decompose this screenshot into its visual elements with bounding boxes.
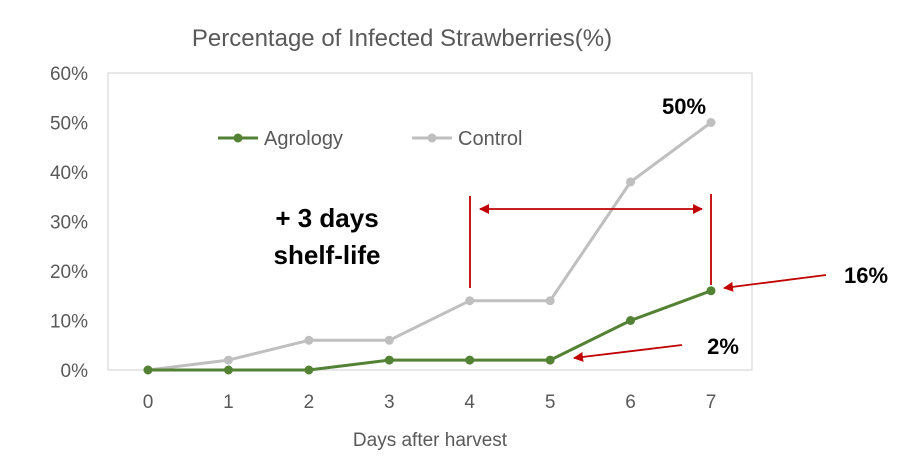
arrow-to-agrology-plateau	[573, 344, 683, 362]
legend-label-control: Control	[458, 128, 522, 150]
data-point-agrology	[384, 355, 394, 365]
data-point-agrology	[143, 365, 153, 375]
data-point-control	[545, 296, 555, 306]
series-line-control	[147, 121, 712, 372]
y-tick-label: 20%	[50, 262, 88, 283]
legend-marker-agrology	[233, 133, 243, 143]
data-point-agrology	[706, 286, 716, 296]
x-tick-label: 2	[304, 392, 315, 413]
data-point-control	[626, 177, 636, 187]
control-end-label: 50%	[662, 94, 706, 119]
y-tick-label: 40%	[50, 163, 88, 184]
chart-title: Percentage of Infected Strawberries(%)	[192, 25, 612, 52]
data-point-agrology	[465, 355, 475, 365]
data-point-control	[706, 118, 716, 127]
data-point-agrology	[223, 365, 233, 375]
shelf-life-bracket	[469, 194, 712, 288]
x-tick-label: 4	[464, 392, 475, 413]
legend-label-agrology: Agrology	[264, 128, 343, 150]
x-tick-label: 7	[706, 392, 717, 413]
x-tick-label: 3	[384, 392, 395, 413]
y-tick-label: 0%	[61, 361, 89, 382]
data-point-control	[384, 335, 394, 345]
data-point-control	[223, 355, 233, 365]
series-group	[143, 118, 716, 375]
y-tick-label: 50%	[50, 114, 88, 135]
x-tick-label: 1	[223, 392, 234, 413]
agrology-end-label: 16%	[844, 263, 888, 288]
x-axis-label: Days after harvest	[353, 430, 508, 451]
data-point-agrology	[626, 316, 636, 325]
x-tick-label: 0	[143, 392, 154, 413]
data-point-agrology	[304, 365, 314, 375]
y-axis-ticks: 0% 10% 20% 30% 40% 50% 60%	[50, 64, 88, 382]
y-tick-label: 10%	[50, 312, 88, 333]
agrology-plateau-label: 2%	[707, 334, 739, 359]
shelf-life-text-line2: shelf-life	[274, 240, 381, 270]
data-point-control	[304, 335, 314, 345]
y-tick-label: 60%	[50, 64, 88, 85]
x-axis-ticks: 0 1 2 3 4 5 6 7	[143, 392, 717, 413]
data-point-control	[465, 296, 475, 306]
shelf-life-text-line1: + 3 days	[275, 203, 378, 233]
legend-marker-control	[427, 133, 437, 143]
y-tick-label: 30%	[50, 213, 88, 234]
legend: Agrology Control	[218, 128, 522, 150]
x-tick-label: 6	[625, 392, 636, 413]
x-tick-label: 5	[545, 392, 556, 413]
arrow-to-agrology-end	[723, 274, 827, 292]
series-line-agrology	[148, 289, 712, 372]
plot-area-border	[107, 72, 753, 371]
data-point-agrology	[545, 355, 555, 365]
